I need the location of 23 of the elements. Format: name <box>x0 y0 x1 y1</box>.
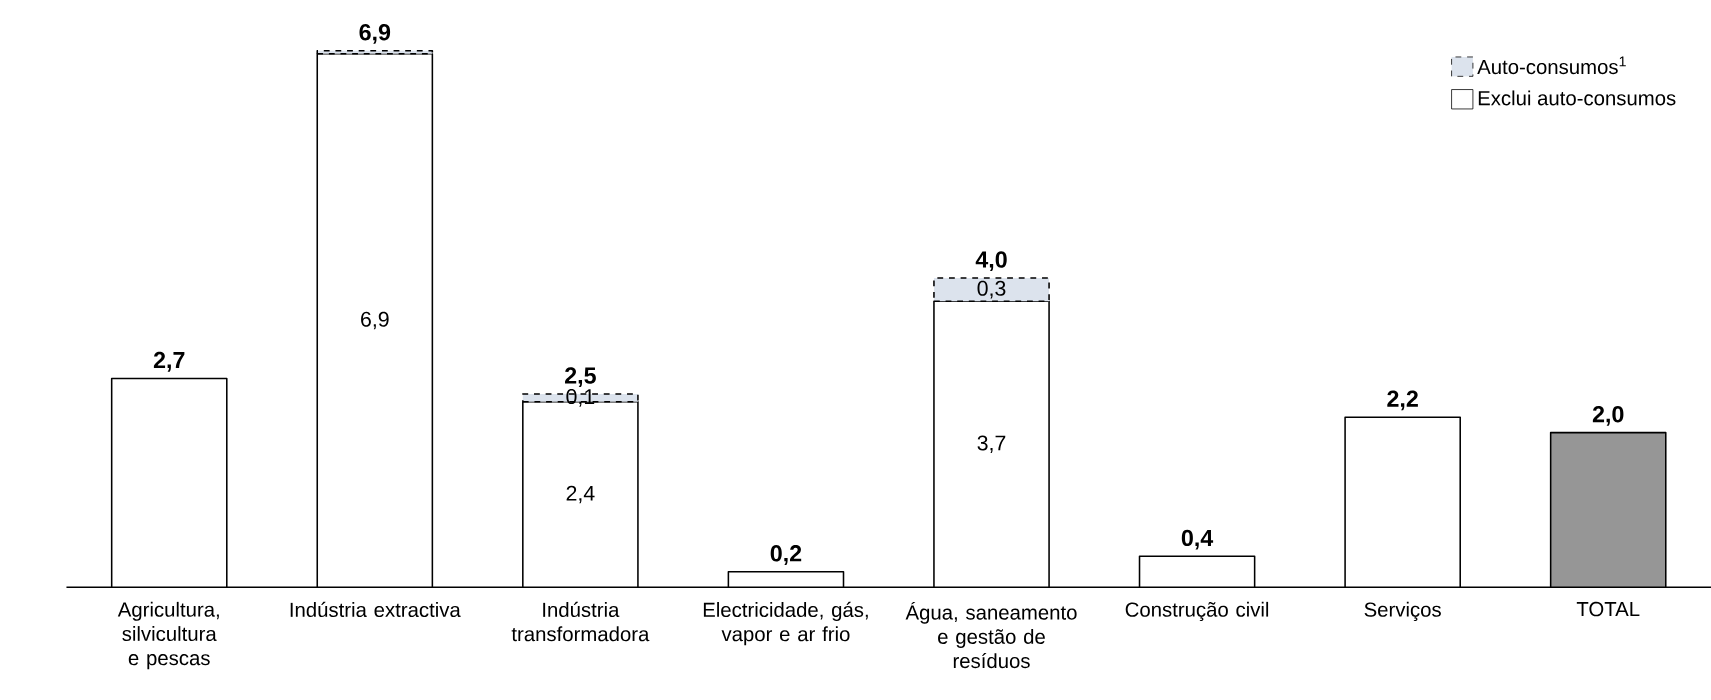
data-label: 6,9 <box>361 311 389 330</box>
x-tick-label: Indústria transformadora <box>511 602 650 642</box>
total-label: 2,0 <box>1592 406 1624 426</box>
total-label: 2,2 <box>1387 390 1418 411</box>
total-label: 4,0 <box>975 251 1007 272</box>
data-label: 0,1 <box>566 389 595 407</box>
legend-label: Exclui auto-consumos <box>1478 90 1676 106</box>
total-label: 2,7 <box>153 351 185 372</box>
x-tick-label: Electricidade, gás, vapor e ar frio <box>703 602 868 646</box>
x-tick-label: Água, saneamento e gestão de resíduos <box>905 602 1077 669</box>
data-label: 2,4 <box>566 485 595 504</box>
data-label: 0,3 <box>977 280 1006 299</box>
total-label: 2,5 <box>565 367 596 388</box>
x-tick-label: Construção civil <box>1125 602 1269 622</box>
x-tick-label: Serviços <box>1364 602 1441 622</box>
total-label: 0,2 <box>770 545 802 566</box>
total-label: 0,4 <box>1181 529 1214 550</box>
legend-label: Auto-consumos$^{1}$ <box>1477 56 1626 75</box>
x-tick-label: Indústria extractiva <box>290 602 461 618</box>
total-label: 6,9 <box>359 24 391 44</box>
x-tick-label: TOTAL <box>1576 602 1640 617</box>
x-tick-label: Agricultura, silvicultura e pescas <box>117 602 219 670</box>
data-label: 3,7 <box>977 435 1006 454</box>
